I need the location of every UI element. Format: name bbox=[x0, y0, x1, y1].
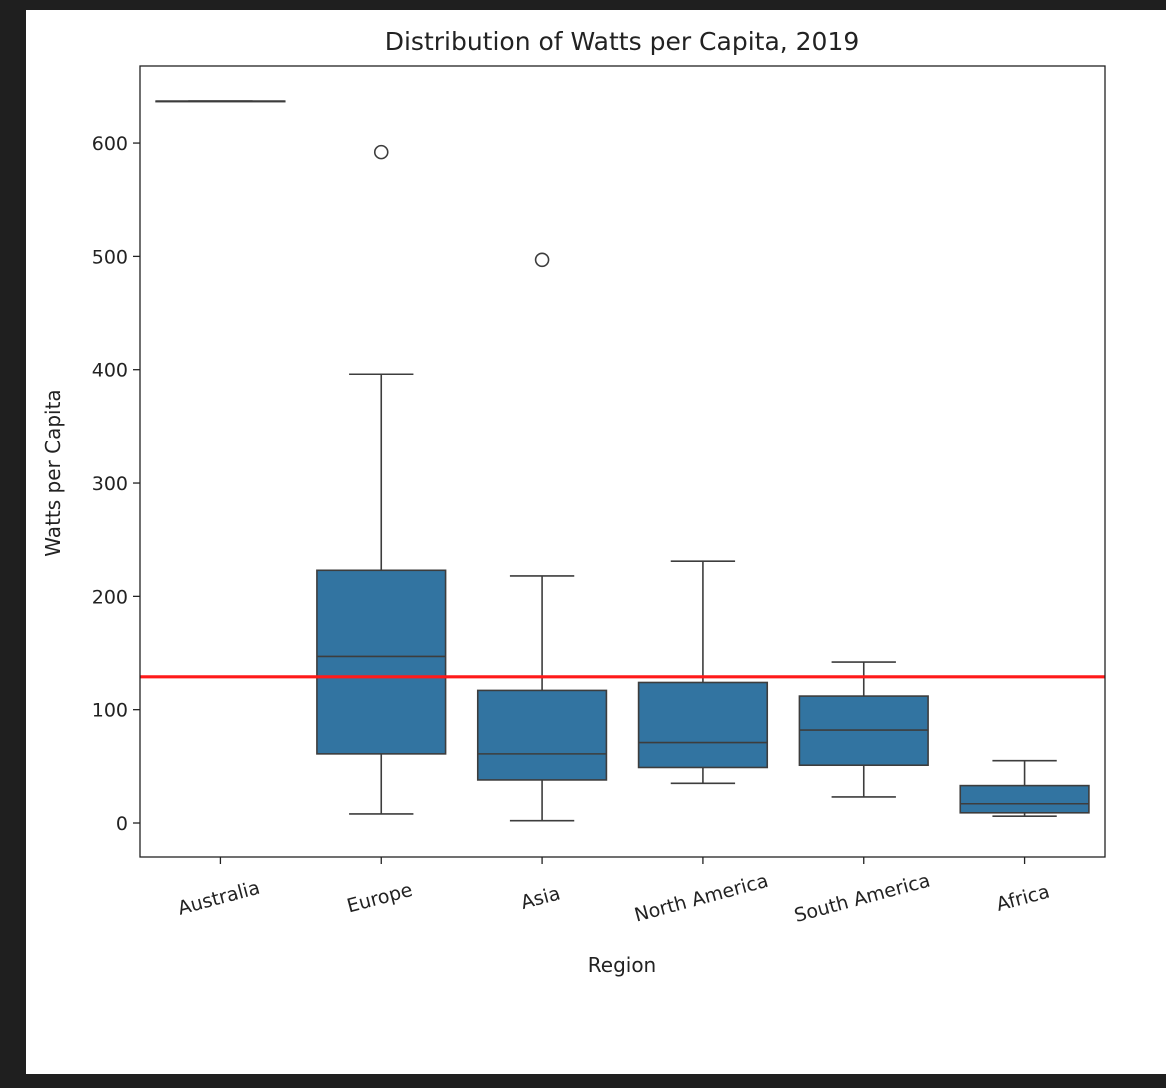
box bbox=[959, 784, 1090, 814]
plot-area: 0 100 200 300 400 500 600 Australia Europe Asia No… bbox=[92, 65, 1106, 927]
plot-frame bbox=[139, 65, 1106, 858]
box-plot-chart: Distribution of Watts per Capita, 2019 0… bbox=[41, 27, 1106, 977]
x-tick-label: Africa bbox=[994, 881, 1052, 916]
box bbox=[637, 681, 769, 769]
box bbox=[476, 689, 608, 781]
y-tick-label: 300 bbox=[92, 473, 128, 495]
y-tick-label: 200 bbox=[92, 586, 128, 608]
y-tick-label: 100 bbox=[92, 700, 128, 722]
box bbox=[316, 569, 447, 755]
x-tick-label: South America bbox=[792, 870, 933, 927]
outlier-point bbox=[373, 144, 389, 160]
chart-title: Distribution of Watts per Capita, 2019 bbox=[385, 27, 860, 56]
y-tick-label: 500 bbox=[92, 246, 128, 268]
chart-figure: Distribution of Watts per Capita, 2019 0… bbox=[26, 10, 1166, 1074]
y-tick-label: 600 bbox=[92, 133, 128, 155]
x-tick-label: Australia bbox=[175, 877, 262, 920]
x-tick-label: Asia bbox=[518, 882, 562, 914]
outlier-point bbox=[534, 252, 550, 268]
x-tick-label: Europe bbox=[345, 879, 415, 918]
y-tick-label: 400 bbox=[92, 360, 128, 382]
y-axis-label: Watts per Capita bbox=[41, 389, 65, 556]
y-tick-label: 0 bbox=[116, 813, 128, 835]
x-axis-label: Region bbox=[588, 953, 656, 977]
x-tick-label: North America bbox=[632, 870, 771, 927]
